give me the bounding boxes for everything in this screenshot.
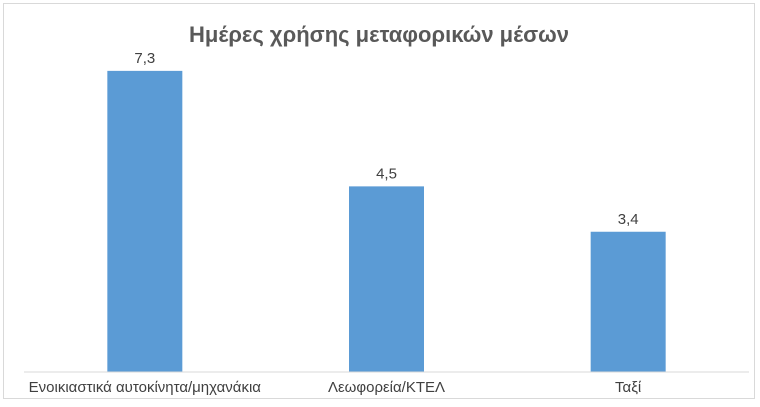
data-labels-layer: 7,3 4,5 3,4 — [134, 50, 638, 228]
x-tick-label-1: Λεωφορεία/ΚΤΕΛ — [328, 379, 445, 396]
bars-layer — [107, 70, 666, 372]
x-tick-labels-layer: Ενοικιαστικά αυτοκίνητα/μηχανάκια Λεωφορε… — [29, 379, 642, 396]
data-label-0: 7,3 — [134, 50, 155, 67]
x-tick-label-0: Ενοικιαστικά αυτοκίνητα/μηχανάκια — [29, 379, 262, 396]
bar-0 — [107, 70, 183, 372]
bar-1 — [349, 186, 424, 372]
bar-chart: 7,3 4,5 3,4 Ενοικιαστικά αυτοκίνητα/μηχανά… — [24, 50, 749, 396]
bar-2 — [590, 231, 666, 372]
data-label-2: 3,4 — [618, 211, 639, 228]
chart-area: Ημέρες χρήσης μεταφορικών μέσων 7,3 4,5 3,… — [3, 3, 755, 399]
x-tick-label-2: Ταξί — [615, 379, 642, 396]
chart-title: Ημέρες χρήσης μεταφορικών μέσων — [189, 22, 569, 47]
data-label-1: 4,5 — [376, 165, 397, 182]
